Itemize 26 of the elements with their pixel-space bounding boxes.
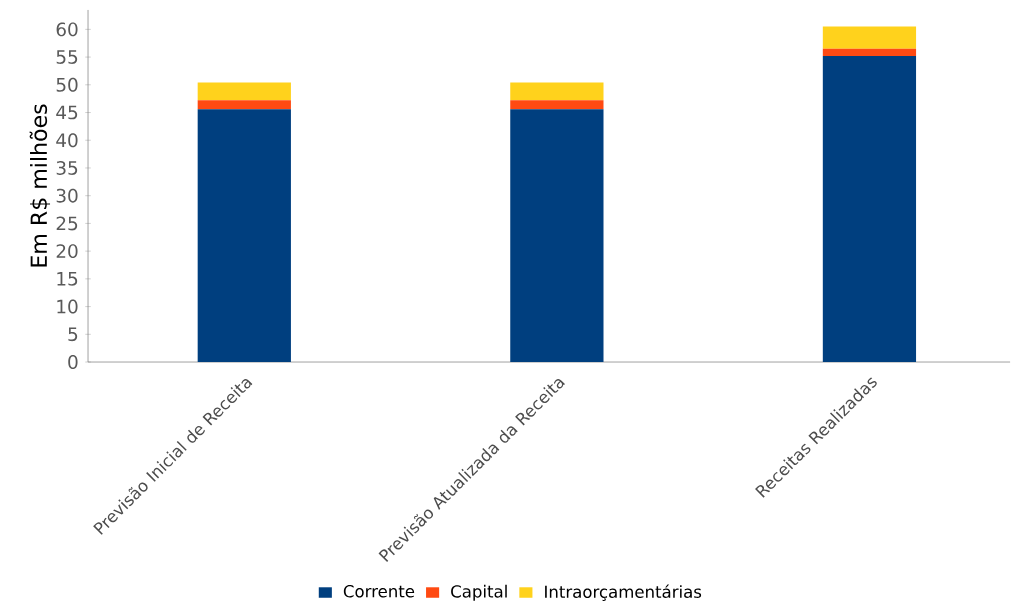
bar	[197, 100, 291, 110]
y-tick-label: 45	[56, 105, 78, 120]
y-tick-label: 0	[68, 354, 78, 369]
y-tick-label: 25	[56, 216, 78, 231]
y-tick-label: 35	[56, 160, 78, 175]
bar	[197, 82, 291, 101]
bar	[822, 55, 917, 362]
y-tick-label: 30	[56, 188, 78, 203]
y-tick-label: 20	[56, 244, 78, 259]
bar	[510, 82, 604, 101]
y-tick-label: 50	[56, 77, 78, 92]
y-tick-label: 10	[57, 299, 78, 314]
y-tick-label: 15	[57, 271, 78, 286]
y-axis-title: Em R$ milhões	[29, 104, 51, 267]
legend-label: Corrente	[343, 584, 415, 598]
legend-label: Capital	[451, 584, 507, 601]
legend-label: Intraorçamentárias	[545, 584, 702, 601]
y-tick-label: 40	[56, 133, 78, 148]
bar	[822, 26, 917, 49]
y-tick-label: 5	[68, 327, 78, 342]
y-tick-label: 55	[56, 50, 78, 64]
bar	[510, 109, 604, 362]
y-tick-label: 60	[56, 22, 78, 37]
bar	[197, 109, 291, 362]
bar	[510, 100, 604, 110]
bar	[822, 48, 917, 56]
